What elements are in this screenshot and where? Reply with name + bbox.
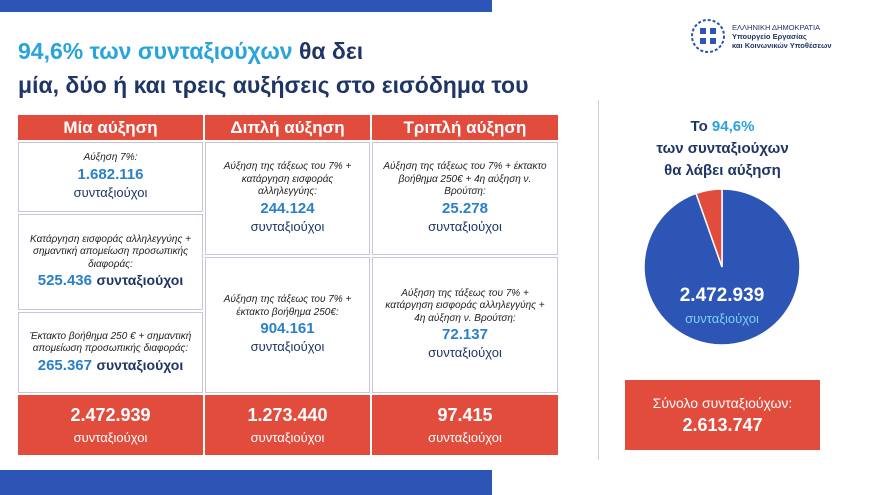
- pie-number: 2.472.939: [680, 285, 765, 306]
- summary-line: των συνταξιούχων: [656, 140, 789, 157]
- summary-text: Το: [690, 118, 708, 135]
- total-box-number: 2.613.747: [682, 414, 763, 435]
- total-number: 97.415: [437, 405, 493, 425]
- cell-number: 265.367: [37, 356, 92, 374]
- title-highlight: 94,6% των συνταξιούχων: [18, 38, 293, 64]
- cell-desc: Αύξηση της τάξεως του 7% + κατάργηση εισ…: [223, 161, 352, 198]
- summary-line: θα λάβει αύξηση: [664, 162, 781, 179]
- cell: Έκτακτο βοήθημα 250 € + σημαντική απομεί…: [18, 312, 203, 393]
- cell-number: 525.436: [37, 272, 92, 290]
- total: 97.415 συνταξιούχοι: [372, 395, 558, 455]
- divider: [598, 100, 599, 460]
- cell-unit: συνταξιούχοι: [96, 272, 184, 289]
- pie-slice: [695, 188, 723, 268]
- total-unit: συνταξιούχοι: [428, 430, 502, 445]
- total-number: 2.472.939: [70, 405, 151, 425]
- total-box-label: Σύνολο συνταξιούχων:: [652, 394, 793, 411]
- cell-number: 244.124: [260, 199, 315, 217]
- pie-unit: συνταξιούχοι: [685, 311, 759, 326]
- title-text: θα δει: [298, 38, 364, 64]
- cell-number: 25.278: [442, 199, 488, 217]
- emblem: [691, 19, 725, 53]
- total-unit: συνταξιούχοι: [250, 430, 325, 445]
- cell-unit: συνταξιούχοι: [428, 218, 502, 234]
- cell: Αύξηση 7%: 1.682.116 συνταξιούχοι: [18, 142, 203, 212]
- cell-desc: Αύξηση της τάξεως του 7% + έκτακτο βοήθη…: [223, 294, 352, 318]
- cell-unit: συνταξιούχοι: [250, 339, 325, 354]
- total: 1.273.440 συνταξιούχοι: [205, 395, 370, 455]
- cell-unit: συνταξιούχοι: [96, 356, 184, 373]
- cell-line: 525.436 συνταξιούχοι: [38, 271, 183, 290]
- cell: Αύξηση της τάξεως του 7% + κατάργηση εισ…: [372, 257, 558, 393]
- cell-desc: Κατάργηση εισφοράς αλληλεγγύης + σημαντι…: [30, 233, 191, 270]
- total-unit: συνταξιούχοι: [73, 430, 148, 445]
- cell-unit: συνταξιούχοι: [428, 345, 502, 361]
- logo-line: ΕΛΛΗΝΙΚΗ ΔΗΜΟΚΡΑΤΙΑ: [732, 22, 821, 32]
- cell-number: 72.137: [442, 326, 488, 344]
- cell-desc: Αύξηση της τάξεως του 7% + έκτακτο βοήθη…: [383, 161, 547, 198]
- title-line: μία, δύο ή και τρεις αυξήσεις στο εισόδη…: [18, 72, 529, 98]
- cell: Αύξηση της τάξεως του 7% + κατάργηση εισ…: [205, 142, 370, 255]
- cell-desc: Αύξηση 7%:: [83, 152, 138, 164]
- total-box: Σύνολο συνταξιούχων: 2.613.747: [625, 380, 820, 450]
- total: 2.472.939 συνταξιούχοι: [18, 395, 203, 455]
- logo: ΕΛΛΗΝΙΚΗ ΔΗΜΟΚΡΑΤΙΑ Υπουργείο Εργασίας κ…: [690, 18, 832, 54]
- column-header: Διπλή αύξηση: [205, 115, 370, 140]
- pie-chart: 2.472.939 συνταξιούχοι: [643, 188, 801, 346]
- cell: Κατάργηση εισφοράς αλληλεγγύης + σημαντι…: [18, 214, 203, 310]
- cell-desc: Έκτακτο βοήθημα 250 € + σημαντική απομεί…: [29, 330, 192, 355]
- logo-line: και Κοινωνικών Υποθέσεων: [732, 40, 832, 50]
- cell-unit: συνταξιούχοι: [250, 218, 325, 234]
- title: 94,6% των συνταξιούχων θα δει μία, δύο ή…: [18, 34, 528, 102]
- logo-text: ΕΛΛΗΝΙΚΗ ΔΗΜΟΚΡΑΤΙΑ Υπουργείο Εργασίας κ…: [732, 23, 832, 50]
- cell: Αύξηση της τάξεως του 7% + έκτακτο βοήθη…: [372, 142, 558, 255]
- summary-highlight: 94,6%: [711, 118, 755, 135]
- column-header: Τριπλή αύξηση: [372, 115, 558, 140]
- cell-number: 1.682.116: [77, 165, 144, 183]
- title-line: 94,6% των συνταξιούχων θα δει: [18, 34, 528, 68]
- cell-number: 904.161: [260, 320, 315, 337]
- cell-unit: συνταξιούχοι: [73, 184, 148, 200]
- summary-title: Το 94,6% των συνταξιούχων θα λάβει αύξησ…: [610, 116, 835, 182]
- summary-line: Το 94,6%: [610, 116, 835, 138]
- column-header: Μία αύξηση: [18, 115, 203, 140]
- bottom-bar: [0, 470, 492, 495]
- top-bar: [0, 0, 492, 12]
- logo-line: Υπουργείο Εργασίας: [732, 31, 807, 41]
- cell: Αύξηση της τάξεως του 7% + έκτακτο βοήθη…: [205, 257, 370, 393]
- total-number: 1.273.440: [247, 405, 328, 425]
- cell-line: 265.367 συνταξιούχοι: [38, 356, 183, 375]
- cell-desc: Αύξηση της τάξεως του 7% + κατάργηση εισ…: [385, 287, 545, 324]
